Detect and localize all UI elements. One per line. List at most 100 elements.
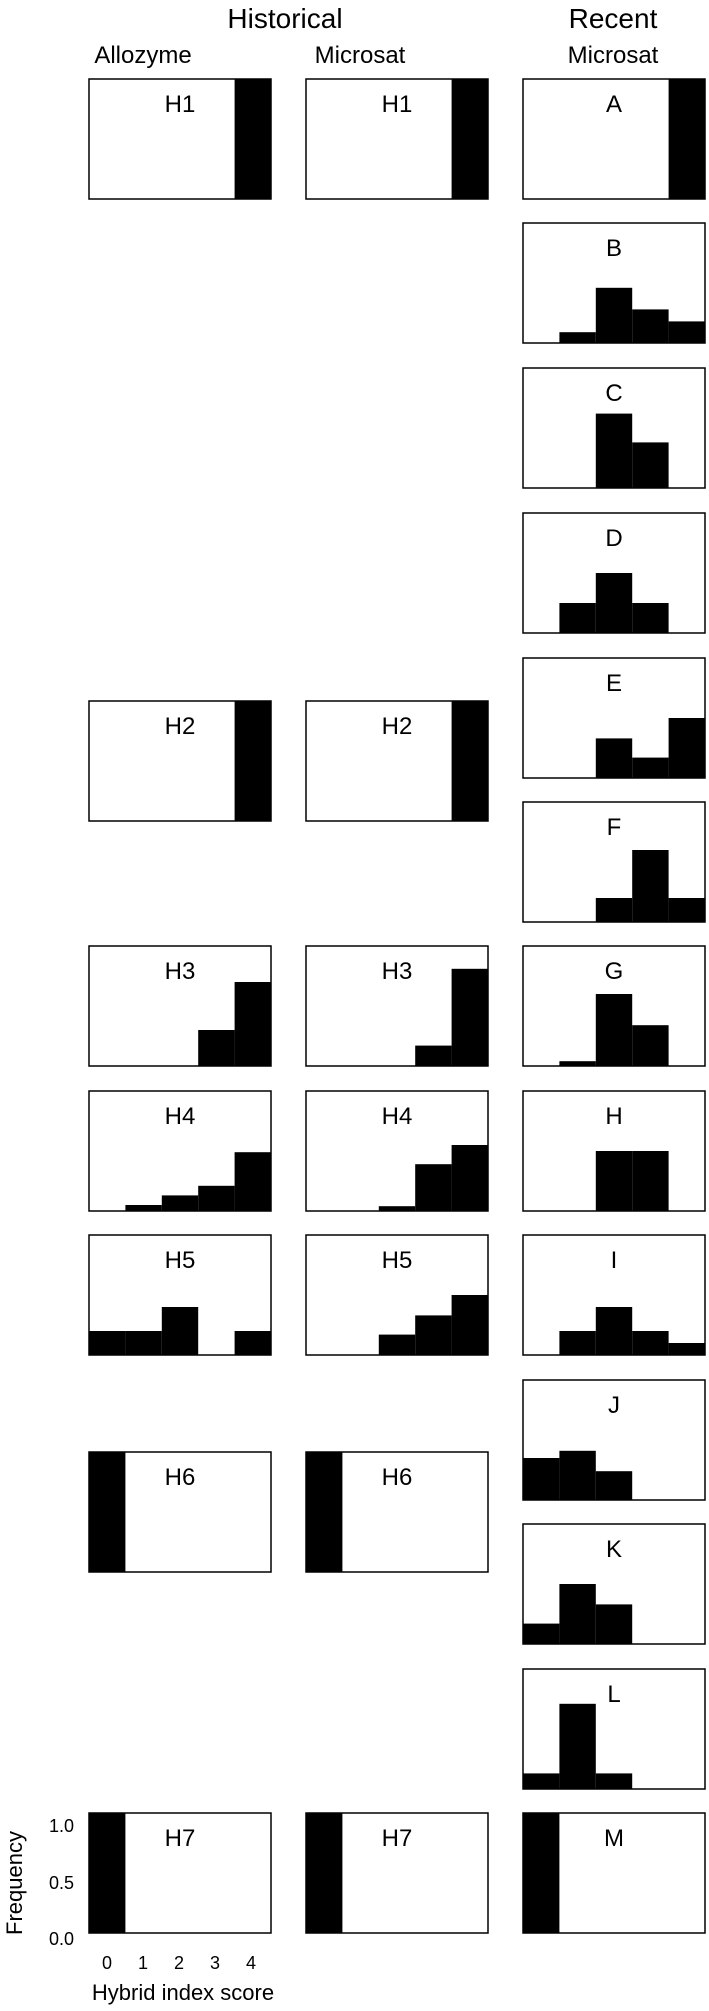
panel-h4-microsat: H4	[305, 1090, 489, 1212]
panel-label: B	[606, 235, 622, 262]
bar	[234, 701, 271, 821]
panel-label: C	[605, 380, 622, 407]
bar	[632, 757, 669, 778]
panel-frame	[522, 1234, 706, 1356]
bar	[559, 603, 596, 633]
bar	[632, 603, 669, 633]
panel-label: J	[608, 1392, 620, 1419]
bar	[595, 1307, 633, 1355]
bar	[451, 1295, 488, 1355]
panel-label: H7	[382, 1825, 413, 1852]
panel-m-recent-microsat: M	[522, 1812, 706, 1934]
panel-f-recent-microsat: F	[522, 801, 706, 923]
bar	[523, 1458, 560, 1500]
bar	[198, 1185, 235, 1211]
bar	[559, 1331, 596, 1355]
panel-h3-allozyme: H3	[88, 945, 272, 1067]
panel-h5-allozyme: H5	[88, 1234, 272, 1356]
x-tick-label-4: 4	[246, 1953, 256, 1973]
panel-h1-allozyme: H1	[88, 78, 272, 200]
bar	[595, 1151, 633, 1211]
panel-j-recent-microsat: J	[522, 1379, 706, 1501]
bar	[668, 321, 705, 343]
panel-h-recent-microsat: H	[522, 1090, 706, 1212]
bar	[668, 79, 705, 199]
x-axis-title: Hybrid index score	[92, 1980, 274, 2005]
bar	[125, 1205, 162, 1211]
panel-frame	[305, 1234, 489, 1356]
panel-h4-allozyme: H4	[88, 1090, 272, 1212]
bar	[234, 79, 271, 199]
panel-g-recent-microsat: G	[522, 945, 706, 1067]
panel-frame	[522, 222, 706, 344]
panel-label: A	[606, 91, 622, 118]
bar	[559, 1450, 596, 1500]
panel-h5-microsat: H5	[305, 1234, 489, 1356]
panel-label: H4	[165, 1103, 196, 1130]
bar	[559, 1061, 596, 1066]
bar	[595, 898, 633, 922]
bar	[632, 442, 669, 488]
panel-a-recent-microsat: A	[522, 78, 706, 200]
panel-c-recent-microsat: C	[522, 367, 706, 489]
bar	[89, 1452, 126, 1572]
panel-label: D	[605, 525, 622, 552]
panel-i-recent-microsat: I	[522, 1234, 706, 1356]
panel-frame	[88, 78, 272, 200]
bar	[595, 573, 633, 633]
bar	[378, 1334, 416, 1355]
bar	[523, 1773, 560, 1789]
panel-label: H6	[382, 1464, 413, 1491]
bar	[668, 1343, 705, 1355]
header-recent: Recent	[569, 3, 658, 34]
panel-frame	[305, 700, 489, 822]
bar	[378, 1206, 416, 1211]
panel-label: H3	[165, 958, 196, 985]
bar	[89, 1813, 126, 1933]
bar	[632, 309, 669, 343]
panel-frame	[88, 700, 272, 822]
panel-label: M	[604, 1825, 624, 1852]
panel-frame	[88, 1451, 272, 1573]
bar	[451, 1145, 488, 1211]
bar	[668, 718, 705, 778]
panel-frame	[305, 1812, 489, 1934]
panel-h3-microsat: H3	[305, 945, 489, 1067]
bar	[595, 994, 633, 1066]
bar	[234, 1331, 271, 1355]
bar	[306, 1813, 343, 1933]
panel-label: H1	[382, 91, 413, 118]
panel-frame	[88, 945, 272, 1067]
x-tick-label-2: 2	[174, 1953, 184, 1973]
bar	[161, 1307, 199, 1355]
panel-label: G	[605, 958, 624, 985]
panel-h1-microsat: H1	[305, 78, 489, 200]
panel-label: E	[606, 670, 622, 697]
bar	[595, 1604, 633, 1644]
panel-label: H2	[165, 713, 196, 740]
bar	[668, 898, 705, 922]
panel-frame	[88, 1090, 272, 1212]
panel-h7-allozyme: H7	[88, 1812, 272, 1934]
panel-d-recent-microsat: D	[522, 512, 706, 634]
panel-frame	[522, 801, 706, 923]
panel-l-recent-microsat: L	[522, 1668, 706, 1790]
panel-grid: H1 H1 A B C D E F G H I J K L H2 H2 H3 H3 H4 H4 H5 H5 H6 H6 H7 H7…	[88, 78, 706, 1934]
bar	[523, 1813, 560, 1933]
panel-b-recent-microsat: B	[522, 222, 706, 344]
bar	[125, 1331, 162, 1355]
y-tick-label-2: 1.0	[49, 1816, 74, 1836]
panel-frame	[522, 1812, 706, 1934]
bar	[234, 1152, 271, 1211]
panel-h7-microsat: H7	[305, 1812, 489, 1934]
x-tick-label-1: 1	[138, 1953, 148, 1973]
panel-h2-allozyme: H2	[88, 700, 272, 822]
panel-frame	[522, 657, 706, 779]
header-microsat-historical: Microsat	[315, 42, 406, 69]
panel-label: H3	[382, 958, 413, 985]
header-allozyme: Allozyme	[94, 42, 191, 69]
panel-frame	[522, 1090, 706, 1212]
bar	[595, 738, 633, 778]
bar	[559, 332, 596, 343]
